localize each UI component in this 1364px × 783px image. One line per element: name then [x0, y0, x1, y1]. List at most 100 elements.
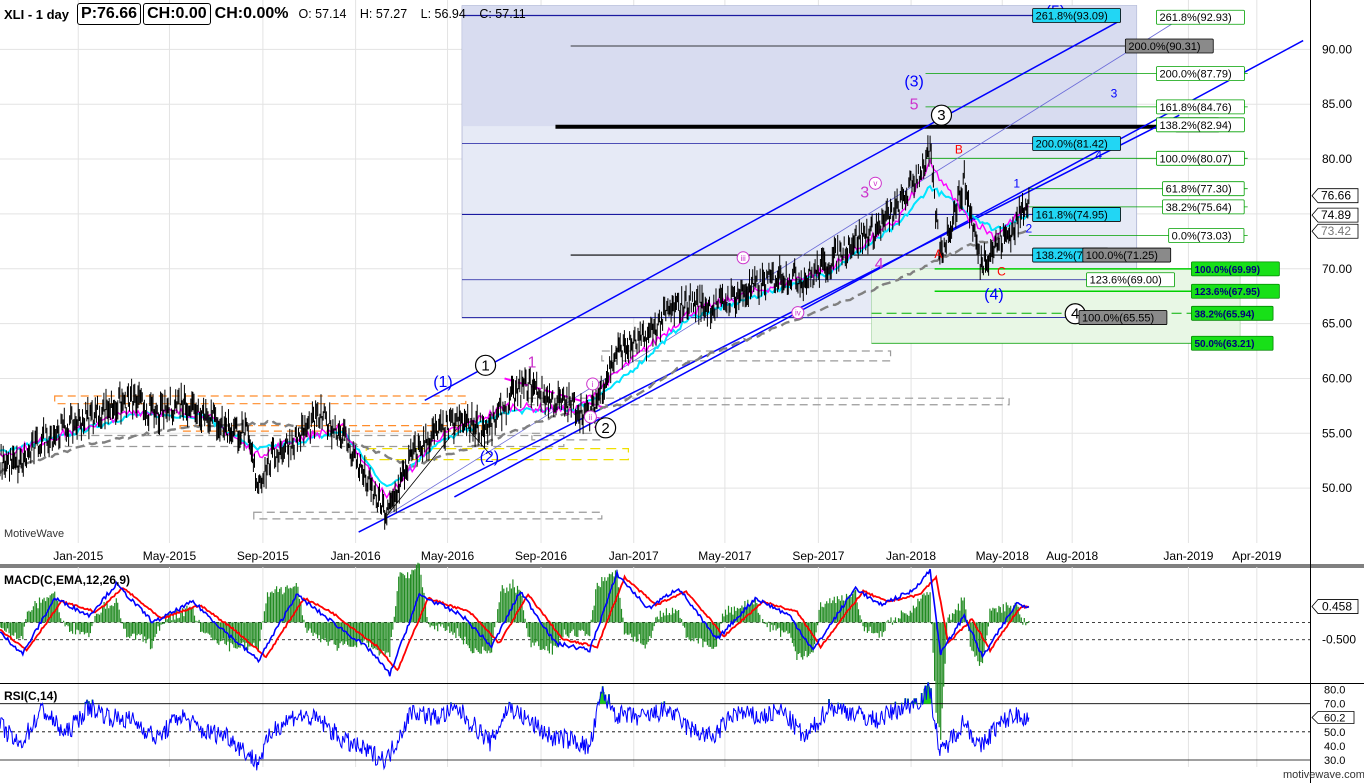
price-tag [1311, 188, 1359, 204]
channel-line [424, 21, 1119, 402]
change-box: CH:0.00 [143, 3, 211, 25]
circle-wave-label: 3 [937, 107, 945, 124]
fib-zone-green [871, 268, 1241, 344]
wave-label: C [997, 264, 1006, 278]
fib-label-box [1156, 66, 1245, 82]
macd-signal-line [0, 574, 1030, 672]
circle-wave-marker [595, 417, 617, 439]
rsi-tick-label: 70.0 [1324, 699, 1345, 711]
fib-label-box [1156, 150, 1245, 166]
x-tick-label: Jan-2015 [53, 549, 103, 563]
change-pct: CH:0.00% [214, 5, 289, 22]
wave-label: 4 [875, 256, 884, 273]
wave-label: 3 [1111, 87, 1118, 101]
wave-label: (2) [480, 449, 500, 466]
x-tick-label: Sep-2015 [237, 549, 289, 563]
close-value: C: 57.11 [479, 7, 526, 21]
fib-label-box [1191, 335, 1274, 351]
fib-label-text: 261.8%(93.09) [1036, 10, 1108, 22]
subwave-label: i [592, 380, 594, 389]
x-tick-label: May-2015 [143, 549, 197, 563]
fib-label-text: 100.0%(80.07) [1160, 153, 1232, 165]
circle-wave-label: 4 [1071, 306, 1079, 323]
fib-label-box [1162, 181, 1245, 197]
y-tick-label: 85.00 [1322, 97, 1352, 111]
y-tick-label: 90.00 [1322, 42, 1352, 56]
x-tick-label: May-2016 [421, 549, 475, 563]
x-tick-label: Jan-2018 [886, 549, 936, 563]
rsi-tick-label: 30.0 [1324, 755, 1345, 767]
x-tick-label: Jan-2017 [609, 549, 659, 563]
fib-label-text: 123.6%(67.95) [1194, 287, 1260, 298]
subwave-label: iv [795, 309, 801, 318]
rsi-panel[interactable]: 80.0 70.060.2 50.0 40.0 30.0 [0, 682, 1355, 771]
fib-label-text: 50.0%(63.21) [1194, 339, 1254, 350]
rsi-overbought-fill [41, 682, 933, 704]
wave-label: 2 [1026, 222, 1033, 236]
fib-label-box [1032, 8, 1121, 23]
price-tag [1311, 223, 1359, 239]
macd-line [0, 568, 1030, 677]
rsi-tick-label: 40.0 [1324, 741, 1345, 753]
subwave-marker [791, 306, 805, 320]
gray-dashed-box [531, 432, 603, 441]
subwave-marker [586, 377, 600, 391]
macd-panel[interactable]: 0.458 -0.500 [0, 562, 1359, 740]
fib-label-text: 38.2%(65.94) [1194, 309, 1254, 320]
fib-label-box [1082, 247, 1172, 263]
symbol-label[interactable]: XLI - 1 day [4, 6, 70, 22]
fib-label-text: 138.2%(82.94) [1160, 120, 1232, 132]
brand-left: MotiveWave [4, 528, 65, 540]
fib-label-text: 0.0%(73.03) [1172, 231, 1232, 243]
x-tick-label: Aug-2018 [1046, 549, 1098, 563]
fib-label-text: 200.0%(90.31) [1128, 41, 1200, 53]
orange-dashed-box [54, 395, 467, 405]
subwave-marker [736, 251, 750, 265]
price-tag-label: 74.89 [1321, 208, 1351, 222]
gray-dashed-box [253, 511, 603, 520]
fib-label-text: 161.8%(74.95) [1036, 209, 1108, 221]
ohlc-readout: O: 57.14 H: 57.27 L: 56.94 C: 57.11 [298, 7, 535, 21]
rsi-tick-label: 80.0 [1324, 685, 1345, 697]
macd-histogram [0, 562, 1030, 740]
x-tick-label: Jan-2016 [331, 549, 381, 563]
y-tick-label: 50.00 [1322, 481, 1352, 495]
subwave-label: v [873, 179, 877, 188]
circle-wave-marker [930, 104, 953, 126]
circle-wave-marker [474, 354, 497, 376]
open-value: O: 57.14 [298, 7, 347, 21]
macd-tick-label: 0.458 [1322, 600, 1352, 614]
sma-slow-line [0, 230, 1029, 474]
fib-label-box [1162, 199, 1245, 215]
wave-label: 1 [1013, 177, 1020, 191]
wave-label: B [955, 143, 963, 157]
brand-right: motivewave.com [1283, 769, 1364, 781]
fib-label-box [1032, 136, 1121, 151]
gray-dashed-box [527, 397, 1010, 406]
price-box: P:76.66 [77, 3, 142, 25]
rsi-tick-label: 60.2 [1324, 712, 1345, 724]
x-tick-label: Apr-2019 [1232, 549, 1282, 563]
wave-label: (4) [984, 286, 1004, 303]
price-tag-label: 73.42 [1321, 224, 1351, 238]
fib-label-text: 100.0%(69.99) [1194, 265, 1260, 276]
macd-tick-label: -0.500 [1322, 633, 1356, 647]
price-tag-label: 76.66 [1321, 189, 1351, 203]
wave-label: (1) [433, 374, 453, 391]
wave-label: A [934, 247, 942, 261]
subwave-marker [868, 176, 882, 190]
macd-value-tag [1311, 599, 1359, 614]
fib-label-box [1156, 9, 1245, 25]
wave-label: 5 [910, 97, 919, 114]
fib-label-text: 123.6%(69.00) [1090, 275, 1162, 287]
fib-label-box [1086, 272, 1175, 288]
fib-label-box [1078, 310, 1168, 325]
wave-label: 4 [1095, 148, 1102, 162]
ema-mid-line [0, 184, 1030, 488]
fib-label-text: 200.0%(87.79) [1160, 69, 1232, 81]
y-tick-label: 60.00 [1322, 371, 1352, 385]
x-tick-label: May-2017 [698, 549, 752, 563]
y-tick-label: 70.00 [1322, 262, 1352, 276]
subwave-label: ii [589, 413, 593, 422]
